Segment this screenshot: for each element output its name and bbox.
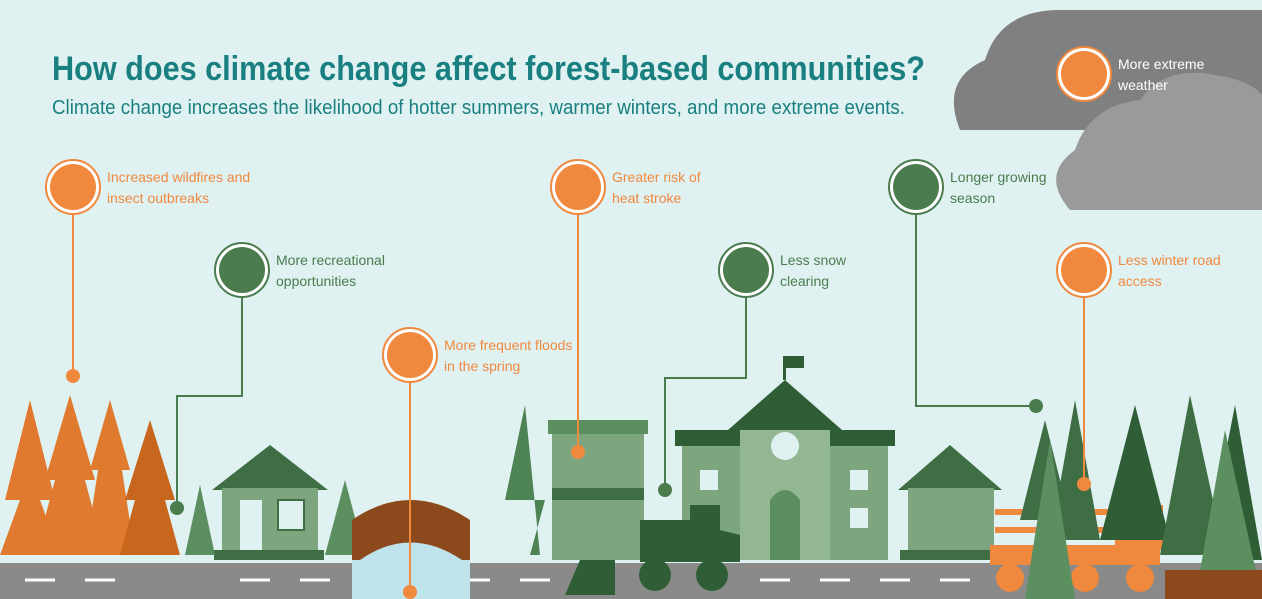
callout-label: More frequent floods — [444, 337, 572, 353]
icon — [723, 247, 769, 293]
callout-label: clearing — [780, 273, 829, 289]
callout-label: Greater risk of — [612, 169, 701, 185]
connector-dot — [1029, 399, 1043, 413]
callout-label: in the spring — [444, 358, 520, 374]
callout-label: Increased wildfires and — [107, 169, 250, 185]
connector-dot — [170, 501, 184, 515]
callout-label: access — [1118, 273, 1162, 289]
icon — [1061, 51, 1107, 97]
callout-label: heat stroke — [612, 190, 681, 206]
callout-label: weather — [1117, 77, 1168, 93]
subtitle: Climate change increases the likelihood … — [52, 97, 905, 119]
callout-label: Less snow — [780, 252, 847, 268]
callout-label: season — [950, 190, 995, 206]
title: How does climate change affect forest-ba… — [52, 50, 925, 88]
connector-dot — [403, 585, 417, 599]
icon — [555, 164, 601, 210]
callout-label: Less winter road — [1118, 252, 1221, 268]
connector-dot — [571, 445, 585, 459]
callout-label: insect outbreaks — [107, 190, 209, 206]
icon — [50, 164, 96, 210]
callout-label: More extreme — [1118, 56, 1205, 72]
icon — [1061, 247, 1107, 293]
icon — [387, 332, 433, 378]
connector-dot — [658, 483, 672, 497]
icon — [219, 247, 265, 293]
icon — [893, 164, 939, 210]
connector-dot — [1077, 477, 1091, 491]
infographic: How does climate change affect forest-ba… — [0, 0, 1262, 599]
callout-label: More recreational — [276, 252, 385, 268]
callout-label: Longer growing — [950, 169, 1047, 185]
callout-label: opportunities — [276, 273, 356, 289]
connector-dot — [66, 369, 80, 383]
